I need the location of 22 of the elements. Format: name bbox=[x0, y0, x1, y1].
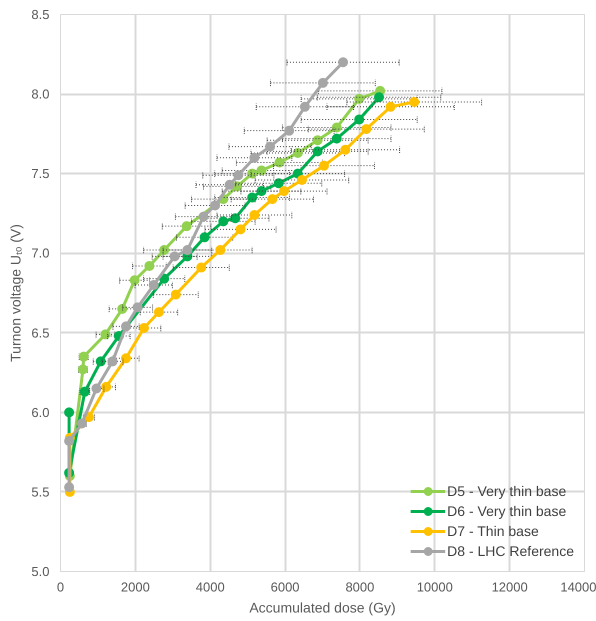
y-tick-label: 8.0 bbox=[31, 86, 50, 102]
x-tick-label: 14000 bbox=[560, 580, 596, 594]
y-tick-label: 6.5 bbox=[31, 325, 50, 340]
x-tick-label: 12000 bbox=[492, 580, 528, 594]
legend-label: D8 - LHC Reference bbox=[447, 543, 574, 559]
legend-label: D5 - Very thin base bbox=[447, 483, 566, 499]
y-axis-title: Turnon voltage Uₜₒ (V) bbox=[7, 224, 24, 362]
legend-label: D6 - Very thin base bbox=[447, 503, 566, 519]
y-tick-label: 5.5 bbox=[31, 484, 50, 500]
y-tick-label: 5.0 bbox=[31, 564, 50, 579]
x-axis-title: Accumulated dose (Gy) bbox=[249, 600, 396, 616]
y-tick-label: 7.0 bbox=[31, 246, 50, 261]
x-tick-label: 2000 bbox=[120, 580, 150, 594]
y-tick-label: 7.5 bbox=[31, 166, 50, 182]
legend-label: D7 - Thin base bbox=[447, 523, 539, 539]
x-tick-label: 8000 bbox=[345, 580, 374, 594]
x-tick-label: 0 bbox=[56, 580, 64, 594]
x-tick-label: 10000 bbox=[416, 580, 453, 594]
y-tick-label: 6.0 bbox=[31, 404, 50, 420]
x-tick-label: 6000 bbox=[270, 580, 300, 594]
y-tick-label: 8.5 bbox=[31, 7, 50, 22]
x-tick-label: 4000 bbox=[196, 580, 225, 594]
